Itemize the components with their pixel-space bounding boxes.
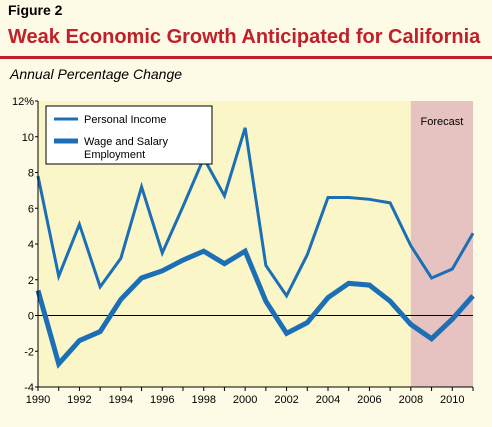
legend-label-wage-salary: Wage and Salary <box>84 136 168 148</box>
x-tick-label: 2000 <box>233 394 257 406</box>
y-tick-label: 4 <box>28 239 34 251</box>
x-tick-label: 2010 <box>440 394 464 406</box>
x-tick-label: 1998 <box>191 394 215 406</box>
x-tick-label: 2006 <box>357 394 381 406</box>
chart-title: Weak Economic Growth Anticipated for Cal… <box>8 26 481 48</box>
y-tick-label: 2 <box>28 275 34 287</box>
y-tick-label: -2 <box>24 346 34 358</box>
y-tick-label: 0 <box>28 311 34 323</box>
y-tick-label: 12% <box>12 96 34 108</box>
legend-box <box>45 105 213 165</box>
figure-label: Figure 2 <box>8 2 63 18</box>
forecast-band <box>410 101 473 387</box>
series-line-wage-salary-employment <box>35 247 475 369</box>
legend-label-employment: Employment <box>84 149 145 161</box>
y-tick-label: 6 <box>28 203 34 215</box>
x-tick-label: 1992 <box>67 394 91 406</box>
x-tick-label: 1994 <box>109 394 133 406</box>
y-axis-unit-label: Annual Percentage Change <box>10 66 183 82</box>
legend-label-personal-income: Personal Income <box>84 114 167 126</box>
title-rule <box>0 56 492 59</box>
y-tick-label: 10 <box>22 132 34 144</box>
y-tick-label: -4 <box>24 382 34 394</box>
x-tick-label: 1990 <box>26 394 50 406</box>
x-tick-label: 2002 <box>274 394 298 406</box>
y-tick-label: 8 <box>28 168 34 180</box>
series-line-personal-income <box>36 127 475 299</box>
x-tick-label: 1996 <box>150 394 174 406</box>
x-tick-label: 2004 <box>316 394 340 406</box>
forecast-label: Forecast <box>421 116 464 128</box>
x-tick-label: 2008 <box>399 394 423 406</box>
